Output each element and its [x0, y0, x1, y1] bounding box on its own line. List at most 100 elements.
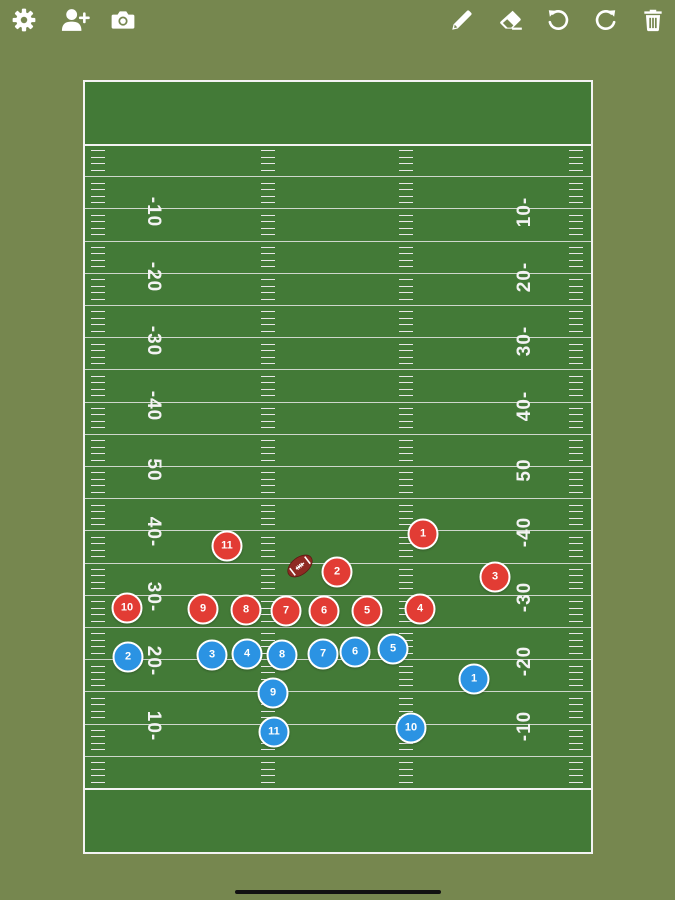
hash-mark [261, 318, 275, 319]
hash-mark [569, 769, 583, 770]
red-player[interactable]: 6 [308, 595, 340, 627]
hash-mark [569, 550, 583, 551]
screenshot-button[interactable] [108, 5, 138, 35]
hash-mark [91, 421, 105, 422]
blue-player[interactable]: 10 [395, 712, 427, 744]
hash-mark [91, 440, 105, 441]
hash-mark [261, 666, 275, 667]
settings-button[interactable] [9, 5, 39, 35]
hash-mark [261, 511, 275, 512]
blue-player[interactable]: 1 [458, 663, 490, 695]
hash-mark [261, 299, 275, 300]
draw-button[interactable] [447, 5, 477, 35]
hash-mark [569, 279, 583, 280]
hash-mark [91, 389, 105, 390]
hash-mark [91, 762, 105, 763]
hash-mark [91, 711, 105, 712]
blue-player[interactable]: 7 [307, 638, 339, 670]
hash-mark [261, 569, 275, 570]
hash-mark [91, 260, 105, 261]
hash-mark [91, 453, 105, 454]
hash-mark [399, 685, 413, 686]
hash-mark [569, 260, 583, 261]
hash-mark [261, 775, 275, 776]
hash-mark [399, 228, 413, 229]
hash-mark [399, 511, 413, 512]
red-player[interactable]: 11 [211, 530, 243, 562]
blue-player[interactable]: 9 [257, 677, 289, 709]
hash-mark [399, 183, 413, 184]
yard-number: 20- [143, 645, 164, 677]
hash-mark [399, 621, 413, 622]
add-user-icon [61, 9, 90, 31]
red-player[interactable]: 10 [111, 592, 143, 624]
yard-number: 20- [514, 261, 535, 293]
hash-mark [91, 775, 105, 776]
yard-number: 40- [143, 516, 164, 548]
hash-mark [569, 202, 583, 203]
hash-mark [91, 653, 105, 654]
clear-button[interactable] [638, 5, 668, 35]
hash-mark [569, 704, 583, 705]
red-player[interactable]: 7 [270, 595, 302, 627]
football-field[interactable]: -10 -20 -30 -40 50 40- 30- 20- 10- 10- 2… [83, 80, 593, 854]
hash-mark [261, 518, 275, 519]
blue-player[interactable]: 11 [258, 716, 290, 748]
hash-mark [261, 253, 275, 254]
blue-player[interactable]: 4 [231, 638, 263, 670]
undo-button[interactable] [543, 5, 573, 35]
hash-mark [569, 447, 583, 448]
hash-mark [569, 543, 583, 544]
hash-mark [569, 163, 583, 164]
blue-player[interactable]: 6 [339, 636, 371, 668]
red-player[interactable]: 3 [479, 561, 511, 593]
hash-mark [399, 543, 413, 544]
red-player[interactable]: 1 [407, 518, 439, 550]
blue-player[interactable]: 3 [196, 639, 228, 671]
hash-mark [399, 350, 413, 351]
red-player[interactable]: 5 [351, 595, 383, 627]
hash-mark [399, 221, 413, 222]
hash-mark [261, 543, 275, 544]
hash-mark [569, 286, 583, 287]
add-player-button[interactable] [59, 5, 93, 35]
hash-mark [399, 633, 413, 634]
redo-button[interactable] [591, 5, 621, 35]
hash-mark [399, 414, 413, 415]
hash-mark [91, 234, 105, 235]
hash-mark [569, 215, 583, 216]
hash-mark [91, 286, 105, 287]
hash-mark [91, 736, 105, 737]
blue-player[interactable]: 5 [377, 633, 409, 665]
erase-button[interactable] [496, 5, 526, 35]
hash-mark [261, 640, 275, 641]
red-player[interactable]: 8 [230, 594, 262, 626]
hash-mark [569, 782, 583, 783]
football-icon[interactable] [285, 551, 315, 581]
hash-mark [399, 215, 413, 216]
hash-mark [569, 382, 583, 383]
red-player[interactable]: 4 [404, 593, 436, 625]
hash-mark [399, 775, 413, 776]
yard-line [85, 273, 591, 274]
hash-mark [569, 440, 583, 441]
hash-mark [261, 769, 275, 770]
hash-mark [91, 556, 105, 557]
hash-mark [399, 247, 413, 248]
hash-mark [569, 569, 583, 570]
hash-mark [569, 479, 583, 480]
yard-number: -10 [514, 710, 535, 742]
red-player[interactable]: 9 [187, 593, 219, 625]
yard-line [85, 530, 591, 531]
hash-mark [569, 408, 583, 409]
red-player[interactable]: 2 [321, 556, 353, 588]
hash-mark [399, 189, 413, 190]
hash-mark [569, 614, 583, 615]
hash-mark [91, 672, 105, 673]
hash-mark [399, 492, 413, 493]
hash-mark [399, 472, 413, 473]
blue-player[interactable]: 2 [112, 641, 144, 673]
hash-mark [261, 279, 275, 280]
hash-mark [261, 408, 275, 409]
blue-player[interactable]: 8 [266, 639, 298, 671]
